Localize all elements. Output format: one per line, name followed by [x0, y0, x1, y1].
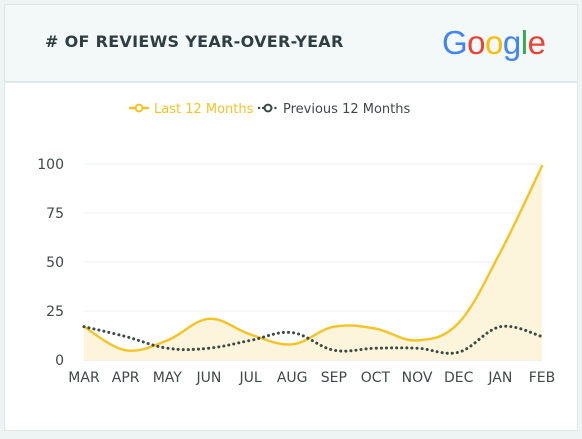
y-tick-labels: 0 25 50 75 100: [37, 157, 64, 369]
legend-marker-1: [257, 103, 279, 113]
legend-label-0: Last 12 Months: [154, 102, 254, 117]
area-fill-layer: [84, 166, 542, 360]
google-logo: Google: [442, 23, 546, 63]
legend-label-1: Previous 12 Months: [283, 102, 410, 117]
x-tick-labels: MAR APR MAY JUN JUL AUG SEP OCT NOV DEC JAN FEB: [68, 370, 555, 386]
card-header: # OF REVIEWS YEAR-OVER-YEAR Google: [5, 5, 577, 83]
logo-letter-2: o: [485, 24, 503, 61]
series-lines: [82, 164, 544, 355]
series-area-0: [84, 166, 542, 360]
y-tick-label: 0: [55, 353, 64, 369]
x-tick-label: JUN: [195, 370, 221, 386]
chart-legend: Last 12 Months Previous 12 Months: [128, 102, 410, 117]
x-tick-label: OCT: [361, 370, 391, 386]
x-tick-label: AUG: [277, 370, 308, 386]
x-tick-label: APR: [112, 370, 140, 386]
logo-letter-4: l: [520, 24, 528, 61]
legend-marker-0: [128, 103, 150, 113]
logo-letter-0: G: [442, 24, 468, 61]
y-tick-label: 50: [46, 255, 64, 271]
series-line-1: [82, 324, 544, 355]
y-tick-label: 100: [37, 157, 64, 173]
x-tick-label: SEP: [321, 370, 347, 386]
x-tick-label: FEB: [529, 370, 556, 386]
x-tick-label: MAY: [153, 370, 183, 386]
y-tick-label: 25: [46, 304, 64, 320]
logo-letter-3: g: [502, 24, 521, 61]
y-tick-label: 75: [46, 206, 64, 222]
x-tick-label: JUL: [238, 370, 261, 386]
logo-letter-5: e: [527, 24, 546, 61]
x-tick-label: DEC: [444, 370, 474, 386]
x-tick-label: JAN: [487, 370, 512, 386]
x-tick-label: MAR: [68, 370, 100, 386]
x-tick-label: NOV: [402, 370, 433, 386]
series-line-0: [82, 164, 544, 352]
logo-letter-1: o: [467, 24, 486, 61]
chart-title: # OF REVIEWS YEAR-OVER-YEAR: [45, 32, 344, 51]
